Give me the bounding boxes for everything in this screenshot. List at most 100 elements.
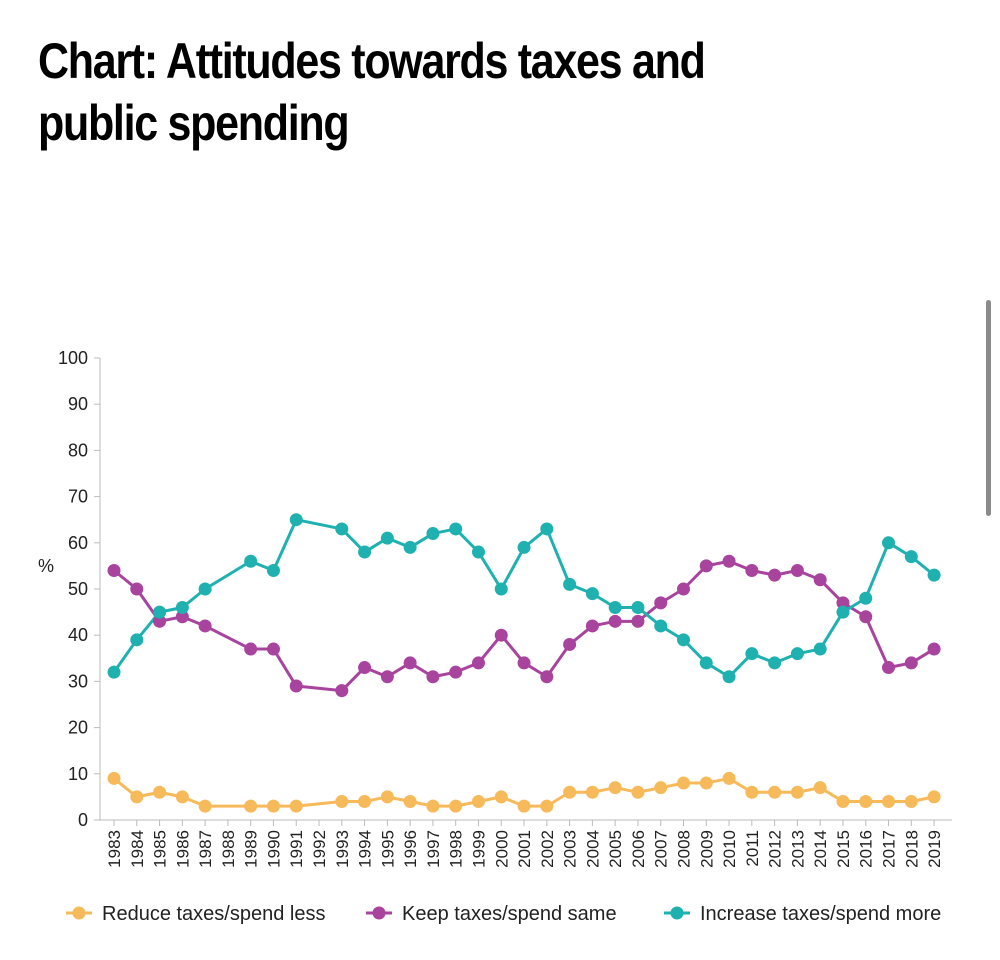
- data-point: [677, 776, 690, 790]
- page-title: Chart: Attitudes towards taxes and publi…: [38, 33, 706, 151]
- y-tick-label: 80: [68, 440, 88, 460]
- data-point: [882, 661, 896, 675]
- data-point: [563, 577, 577, 591]
- data-point: [790, 564, 804, 578]
- data-point: [677, 633, 690, 647]
- data-point: [471, 545, 485, 559]
- x-tick-label: 1990: [264, 830, 283, 868]
- x-tick-label: 1998: [447, 830, 466, 868]
- y-axis-label: %: [38, 556, 54, 576]
- x-tick-label: 2007: [652, 830, 671, 868]
- data-point: [175, 610, 189, 624]
- data-point: [813, 642, 827, 656]
- x-tick-label: 2010: [720, 830, 739, 868]
- x-tick-label: 2001: [515, 830, 534, 868]
- data-point: [107, 665, 121, 679]
- data-point: [813, 573, 827, 587]
- data-point: [107, 564, 121, 578]
- data-point: [266, 642, 280, 656]
- data-point: [517, 656, 531, 670]
- legend-label: Reduce taxes/spend less: [102, 903, 325, 925]
- data-point: [540, 522, 554, 536]
- data-point: [471, 795, 485, 809]
- x-tick-label: 1989: [242, 830, 261, 868]
- x-tick-label: 2018: [902, 830, 921, 868]
- data-point: [768, 785, 782, 799]
- data-point: [631, 785, 645, 799]
- data-point: [107, 771, 121, 785]
- x-tick-label: 2005: [606, 830, 625, 868]
- data-point: [494, 628, 508, 642]
- data-point: [449, 665, 463, 679]
- data-point: [266, 799, 280, 813]
- x-tick-label: 1985: [151, 830, 170, 868]
- y-tick-label: 10: [68, 764, 88, 784]
- data-point: [836, 596, 850, 610]
- x-tick-label: 2009: [697, 830, 716, 868]
- data-point: [699, 559, 713, 573]
- data-point: [836, 605, 850, 619]
- data-point: [244, 554, 258, 568]
- data-point: [790, 647, 804, 661]
- x-tick-label: 1993: [333, 830, 352, 868]
- data-point: [608, 781, 622, 795]
- data-point: [130, 582, 144, 596]
- x-tick-label: 2002: [538, 830, 557, 868]
- data-point: [244, 799, 258, 813]
- x-tick-label: 1992: [310, 830, 329, 868]
- data-point: [335, 684, 349, 698]
- data-point: [380, 531, 394, 545]
- data-point: [745, 647, 759, 661]
- x-tick-label: 2003: [561, 830, 580, 868]
- data-point: [380, 670, 394, 684]
- chart-legend: Reduce taxes/spend less Keep taxes/spend …: [66, 903, 941, 925]
- data-point: [380, 790, 394, 804]
- y-tick-label: 30: [68, 671, 88, 691]
- data-point: [722, 670, 736, 684]
- data-point: [358, 661, 372, 675]
- data-point: [266, 564, 280, 578]
- series-line: [113, 559, 935, 693]
- x-tick-label: 1995: [378, 830, 397, 868]
- data-point: [585, 619, 599, 633]
- data-point: [540, 670, 554, 684]
- x-tick-label: 2016: [857, 830, 876, 868]
- scrollbar[interactable]: [986, 300, 991, 516]
- data-point: [836, 795, 850, 809]
- x-tick-label: 1991: [287, 830, 306, 868]
- data-point: [175, 600, 189, 614]
- data-point: [198, 619, 212, 633]
- data-point: [244, 642, 258, 656]
- legend-label: Keep taxes/spend same: [402, 903, 617, 925]
- x-tick-label: 2013: [788, 830, 807, 868]
- data-point: [745, 564, 759, 578]
- legend-label: Increase taxes/spend more: [700, 903, 941, 925]
- data-point: [471, 656, 485, 670]
- data-point: [859, 610, 873, 624]
- data-point: [904, 550, 918, 564]
- data-point: [563, 637, 577, 651]
- data-point: [585, 587, 599, 601]
- data-point: [130, 790, 144, 804]
- x-tick-label: 2008: [675, 830, 694, 868]
- data-point: [722, 771, 736, 785]
- data-point: [289, 679, 303, 693]
- data-point: [198, 582, 212, 596]
- data-point: [335, 795, 349, 809]
- data-point: [631, 614, 645, 628]
- data-point: [882, 795, 896, 809]
- data-point: [859, 591, 873, 605]
- data-point: [859, 795, 873, 809]
- data-point: [540, 799, 554, 813]
- x-tick-label: 1986: [173, 830, 192, 868]
- x-tick-label: 2000: [492, 830, 511, 868]
- x-tick-label: 2017: [880, 830, 899, 868]
- data-point: [403, 540, 417, 554]
- data-point: [153, 605, 167, 619]
- data-point: [426, 799, 440, 813]
- y-tick-label: 20: [68, 718, 88, 738]
- x-tick-label: 2019: [925, 830, 944, 868]
- data-point: [358, 545, 372, 559]
- data-point: [153, 785, 167, 799]
